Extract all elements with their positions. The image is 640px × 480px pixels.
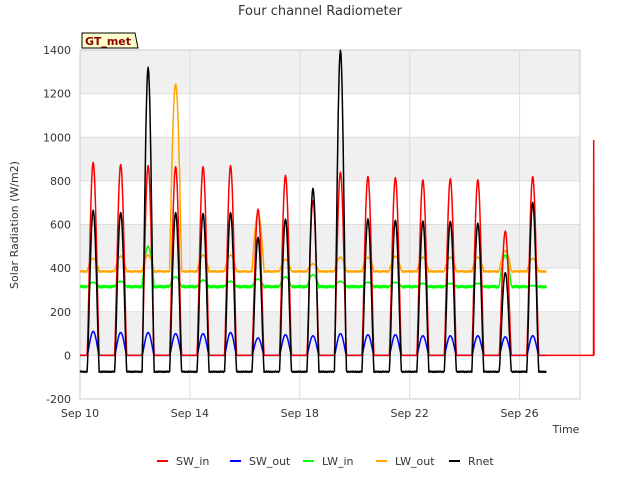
x-tick-label: Sep 14: [171, 407, 209, 420]
x-tick-label: Sep 18: [281, 407, 319, 420]
chart-title: Four channel Radiometer: [238, 4, 403, 19]
series-line-rnet: [79, 49, 547, 374]
y-tick-label: 0: [64, 349, 71, 362]
legend-label: SW_in: [176, 455, 209, 468]
x-tick-label: Sep 10: [61, 407, 99, 420]
chart-legend: SW_in SW_out LW_in LW_out Rnet: [157, 455, 494, 468]
plot-band: [80, 50, 580, 94]
x-tick-label: Sep 22: [391, 407, 429, 420]
y-tick-label: -200: [46, 393, 71, 406]
legend-label: LW_in: [322, 455, 354, 468]
y-axis-label: Solar Radiation (W/m2): [8, 161, 21, 289]
y-tick-label: 1000: [43, 131, 71, 144]
x-axis-ticks: Sep 10 Sep 14 Sep 18 Sep 22 Sep 26: [61, 407, 539, 420]
plot-frame: [79, 49, 581, 400]
x-axis-label: Time: [552, 423, 580, 436]
y-tick-label: 400: [50, 262, 71, 275]
x-tick-label: Sep 26: [500, 407, 538, 420]
series-line-lw-out: [79, 83, 547, 274]
station-badge-box: [81, 32, 139, 49]
y-tick-label: 200: [50, 306, 71, 319]
station-badge: GT_met: [81, 32, 139, 49]
y-tick-label: 1200: [43, 88, 71, 101]
plot-band: [80, 311, 580, 356]
y-tick-label: 1400: [43, 44, 71, 57]
y-tick-label: 600: [50, 219, 71, 232]
plot-band: [80, 224, 580, 269]
legend-label: Rnet: [468, 455, 494, 468]
legend-label: LW_out: [395, 455, 435, 468]
legend-label: SW_out: [249, 455, 291, 468]
plot-band: [80, 137, 580, 181]
y-tick-label: 800: [50, 175, 71, 188]
y-axis-ticks: -200 0 200 400 600 800 1000 1200 1400: [43, 44, 71, 406]
series-layer: [79, 49, 595, 374]
station-badge-label: GT_met: [85, 35, 131, 48]
series-line-lw-in: [79, 245, 548, 289]
